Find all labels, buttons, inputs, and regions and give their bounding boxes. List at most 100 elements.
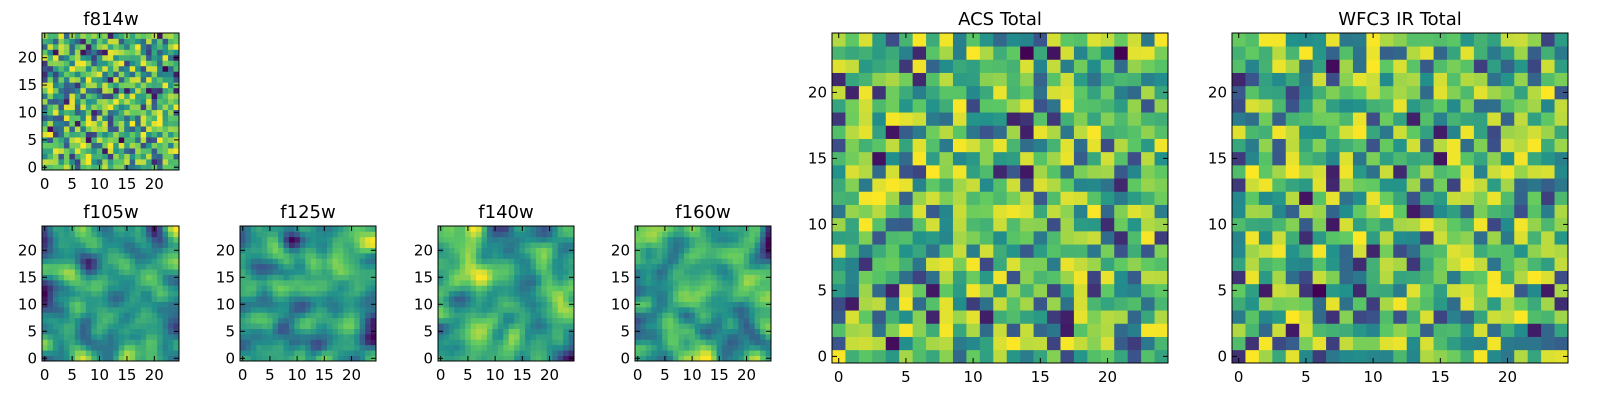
heatmap-cell	[438, 236, 444, 243]
heatmap-cell	[568, 236, 575, 243]
heatmap-cell	[1033, 323, 1048, 337]
heatmap-cell	[337, 285, 344, 292]
heatmap-cell	[327, 344, 333, 351]
heatmap-cell	[1047, 46, 1061, 60]
heatmap-cell	[1352, 46, 1367, 60]
heatmap-cell	[162, 274, 169, 281]
heatmap-cell	[140, 109, 147, 116]
heatmap-cell	[63, 355, 70, 362]
heatmap-cell	[497, 280, 504, 286]
heatmap-cell	[58, 137, 65, 143]
heatmap-cell	[760, 290, 766, 297]
heatmap-cell	[272, 269, 279, 275]
heatmap-cell	[337, 274, 344, 281]
heatmap-cell	[1020, 72, 1034, 87]
heatmap-cell	[42, 312, 48, 319]
heatmap-cell	[552, 339, 559, 346]
heatmap-cell	[162, 65, 169, 72]
heatmap-cell	[102, 98, 109, 105]
heatmap-cell	[256, 258, 263, 265]
heatmap-cell	[952, 112, 967, 126]
heatmap-cell	[129, 344, 136, 351]
heatmap-cell	[1406, 165, 1421, 179]
heatmap-cell	[256, 290, 263, 297]
heatmap-cell	[1326, 217, 1340, 232]
heatmap-cell	[58, 231, 65, 238]
heatmap-cell	[1379, 165, 1394, 179]
heatmap-cell	[58, 76, 65, 83]
heatmap-cell	[140, 49, 147, 56]
heatmap-cell	[503, 274, 510, 281]
heatmap-cell	[250, 236, 257, 243]
heatmap-cell	[727, 253, 734, 259]
heatmap-cell	[135, 312, 141, 319]
heatmap-cell	[525, 258, 531, 265]
heatmap-cell	[683, 344, 690, 351]
heatmap-cell	[749, 269, 756, 275]
heatmap-cell	[113, 142, 120, 149]
heatmap-cell	[52, 334, 59, 340]
heatmap-cell	[267, 307, 273, 313]
heatmap-cell	[1541, 151, 1555, 166]
heatmap-cell	[294, 334, 301, 340]
heatmap-cell	[448, 339, 455, 346]
heatmap-cell	[256, 328, 263, 335]
heatmap-cell	[173, 339, 180, 346]
heatmap-cell	[151, 153, 158, 160]
heatmap-cell	[272, 236, 279, 243]
heatmap-cell	[530, 350, 537, 356]
heatmap-cell	[332, 307, 339, 313]
heatmap-cell	[85, 285, 92, 292]
heatmap-cell	[541, 247, 548, 254]
heatmap-cell	[497, 236, 504, 243]
heatmap-cell	[124, 49, 131, 56]
heatmap-cell	[1020, 270, 1034, 285]
heatmap-cell	[1433, 349, 1448, 364]
heatmap-cell	[1141, 217, 1155, 232]
heatmap-cell	[1420, 33, 1434, 47]
heatmap-cell	[245, 296, 252, 302]
heatmap-cell	[662, 301, 668, 308]
heatmap-cell	[651, 258, 658, 265]
heatmap-cell	[245, 344, 252, 351]
heatmap-cell	[370, 307, 377, 313]
heatmap-cell	[1527, 72, 1542, 87]
heatmap-cell	[749, 317, 756, 324]
heatmap-cell	[926, 336, 940, 351]
heatmap-cell	[645, 339, 652, 346]
heatmap-cell	[245, 307, 252, 313]
heatmap-cell	[69, 296, 76, 302]
heatmap-cell	[1047, 244, 1061, 258]
heatmap-cell	[1006, 112, 1021, 126]
heatmap-cell	[1339, 231, 1354, 245]
heatmap-cell	[332, 344, 339, 351]
heatmap-cell	[107, 236, 114, 243]
heatmap-cell	[91, 98, 98, 105]
heatmap-cell	[52, 164, 59, 171]
heatmap-cell	[42, 253, 48, 259]
heatmap-cell	[91, 274, 98, 281]
heatmap-cell	[140, 301, 147, 308]
heatmap-cell	[1406, 297, 1421, 311]
heatmap-cell	[42, 317, 48, 324]
heatmap-cell	[146, 98, 152, 105]
heatmap-cell	[305, 301, 312, 308]
heatmap-cell	[678, 312, 685, 319]
heatmap-cell	[885, 297, 900, 311]
heatmap-cell	[749, 242, 756, 248]
heatmap-cell	[1379, 112, 1394, 126]
heatmap-cell	[278, 317, 284, 324]
heatmap-cell	[316, 312, 322, 319]
x-tick-label: 0	[40, 366, 50, 384]
heatmap-cell	[514, 274, 520, 281]
heatmap-cell	[294, 253, 301, 259]
heatmap-cell	[546, 258, 553, 265]
heatmap-cell	[678, 226, 685, 232]
heatmap-cell	[557, 247, 564, 254]
heatmap-cell	[80, 98, 87, 105]
heatmap-cell	[667, 274, 674, 281]
heatmap-cell	[738, 355, 745, 362]
heatmap-cell	[85, 231, 92, 238]
heatmap-cell	[689, 350, 696, 356]
heatmap-cell	[470, 269, 477, 275]
